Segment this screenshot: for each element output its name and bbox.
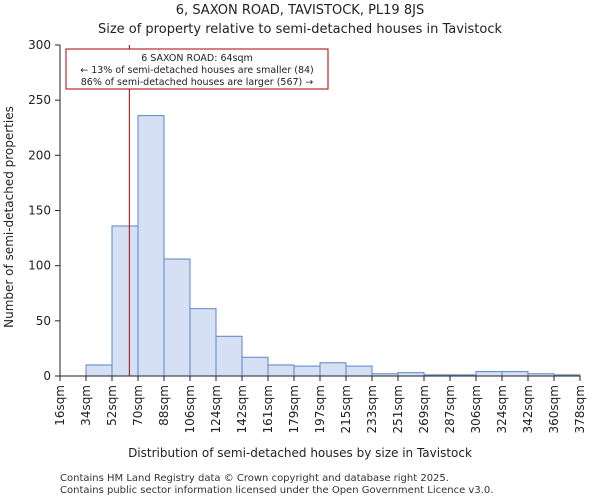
y-tick-label: 100 [28, 259, 51, 273]
x-tick-label: 52sqm [105, 385, 119, 426]
histogram-bar [163, 258, 191, 377]
histogram-bar [345, 365, 373, 377]
x-axis-label: Distribution of semi-detached houses by … [128, 446, 472, 460]
x-tick-label: 378sqm [573, 385, 587, 433]
y-tick-label: 50 [36, 314, 51, 328]
x-tick-label: 360sqm [547, 385, 561, 433]
histogram-bar [501, 371, 529, 377]
x-tick-label: 106sqm [183, 385, 197, 433]
histogram-bar [475, 371, 503, 377]
chart-title: 6, SAXON ROAD, TAVISTOCK, PL19 8JS [175, 3, 425, 18]
x-tick-label: 251sqm [391, 385, 405, 433]
x-tick-label: 34sqm [79, 385, 93, 426]
footer-line-2: Contains public sector information licen… [60, 485, 494, 496]
x-tick-label: 269sqm [417, 385, 431, 433]
chart-subtitle: Size of property relative to semi-detach… [97, 22, 503, 37]
annotation-title: 6 SAXON ROAD: 64sqm [141, 53, 253, 64]
annotation-larger: 86% of semi-detached houses are larger (… [81, 77, 314, 88]
x-tick-label: 142sqm [235, 385, 249, 433]
y-tick-label: 250 [28, 93, 51, 107]
annotation-smaller: ← 13% of semi-detached houses are smalle… [80, 65, 314, 76]
histogram-bar [189, 308, 217, 377]
x-tick-label: 88sqm [157, 385, 171, 426]
x-tick-label: 70sqm [131, 385, 145, 426]
y-tick-label: 150 [28, 204, 51, 218]
x-tick-label: 342sqm [521, 385, 535, 433]
y-axis-label: Number of semi-detached properties [2, 106, 16, 328]
histogram-bar [137, 115, 165, 377]
annotation-box [65, 48, 329, 90]
x-tick-label: 233sqm [365, 385, 379, 433]
x-tick-label: 124sqm [209, 385, 223, 433]
histogram-bar [319, 362, 347, 377]
x-tick-label: 215sqm [339, 385, 353, 433]
y-tick-label: 0 [43, 369, 51, 383]
histogram-bar [215, 335, 243, 377]
y-tick-label: 200 [28, 148, 51, 162]
x-tick-label: 197sqm [313, 385, 327, 433]
x-tick-label: 287sqm [443, 385, 457, 433]
y-tick-label: 300 [28, 38, 51, 52]
histogram-bar [111, 225, 139, 377]
histogram-bar [241, 356, 269, 377]
x-tick-label: 306sqm [469, 385, 483, 433]
histogram-bar [85, 364, 113, 377]
x-tick-label: 161sqm [261, 385, 275, 433]
footer-line-1: Contains HM Land Registry data © Crown c… [60, 473, 449, 484]
x-tick-label: 16sqm [53, 385, 67, 426]
histogram-bar [267, 364, 295, 377]
x-tick-label: 324sqm [495, 385, 509, 433]
histogram-bar [293, 365, 321, 377]
x-tick-label: 179sqm [287, 385, 301, 433]
